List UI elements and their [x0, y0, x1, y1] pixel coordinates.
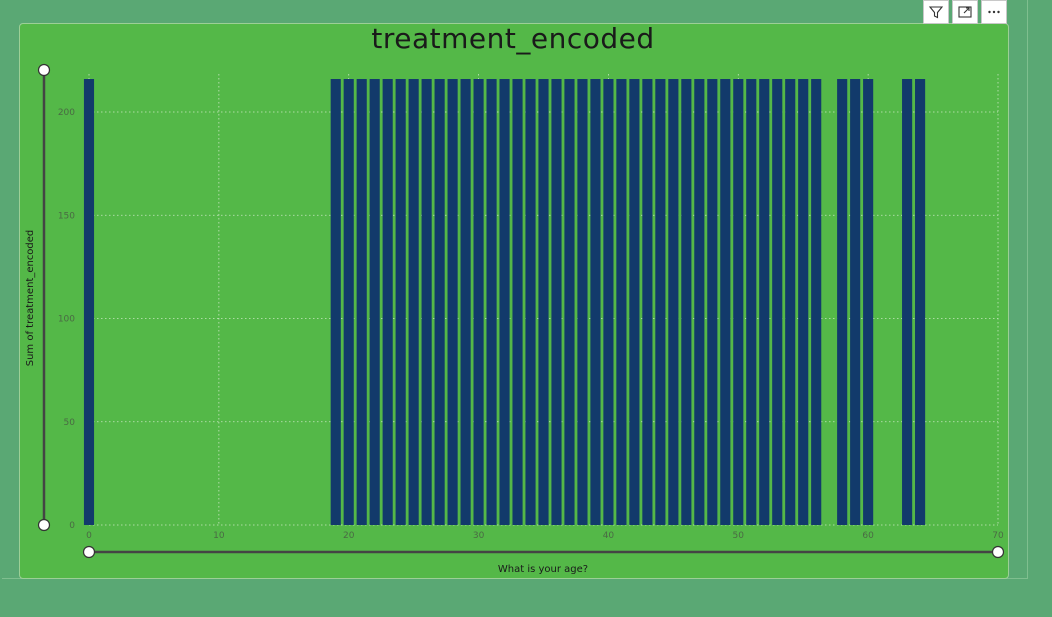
x-tick-label: 50 [733, 531, 745, 541]
bar[interactable] [603, 79, 614, 525]
bar[interactable] [837, 79, 848, 525]
x-tick-label: 30 [473, 531, 485, 541]
y-tick-label: 0 [69, 521, 75, 531]
y-tick-label: 100 [58, 315, 75, 325]
x-axis-ticks: 0 10 20 30 40 50 60 70 [86, 531, 1004, 541]
bar[interactable] [616, 79, 627, 525]
y-axis-zoom-handle-top[interactable] [37, 63, 51, 77]
bar[interactable] [902, 79, 913, 525]
bar[interactable] [525, 79, 536, 525]
x-axis-zoom-handle-right[interactable] [991, 545, 1005, 559]
y-axis-zoom-handle-bottom[interactable] [37, 518, 51, 532]
x-tick-label: 10 [213, 531, 225, 541]
bar[interactable] [668, 79, 679, 525]
bar[interactable] [720, 79, 731, 525]
bar[interactable] [681, 79, 692, 525]
bar[interactable] [811, 79, 822, 525]
x-tick-label: 70 [992, 531, 1004, 541]
x-axis-zoom-handle-left[interactable] [82, 545, 96, 559]
y-axis-ticks: 0 50 100 150 200 [58, 108, 75, 531]
bar[interactable] [798, 79, 809, 525]
bar[interactable] [863, 79, 874, 525]
axes [37, 63, 1005, 559]
bar[interactable] [707, 79, 718, 525]
bar[interactable] [850, 79, 861, 525]
bar[interactable] [915, 79, 926, 525]
bar[interactable] [83, 79, 95, 525]
bar[interactable] [577, 79, 588, 525]
visual-header [923, 0, 1007, 24]
y-tick-label: 50 [64, 418, 76, 428]
bar[interactable] [551, 79, 562, 525]
y-axis-title: Sum of treatment_encoded [25, 230, 36, 367]
bar[interactable] [486, 79, 497, 525]
bars [83, 79, 926, 525]
x-tick-label: 20 [343, 531, 355, 541]
bar[interactable] [499, 79, 510, 525]
more-options-button[interactable] [981, 0, 1007, 24]
bar[interactable] [330, 79, 341, 525]
bar[interactable] [538, 79, 549, 525]
filter-icon [928, 6, 944, 19]
y-tick-label: 200 [58, 108, 75, 118]
x-tick-label: 60 [862, 531, 874, 541]
bar[interactable] [772, 79, 783, 525]
bar[interactable] [655, 79, 666, 525]
bar[interactable] [785, 79, 796, 525]
bar[interactable] [629, 79, 640, 525]
bar[interactable] [395, 79, 406, 525]
bar[interactable] [590, 79, 601, 525]
more-options-icon [988, 10, 1000, 14]
bar[interactable] [382, 79, 393, 525]
bar[interactable] [733, 79, 744, 525]
y-tick-label: 150 [58, 211, 75, 221]
bar[interactable] [369, 79, 380, 525]
chart-title: treatment_encoded [371, 22, 655, 55]
bar[interactable] [343, 79, 354, 525]
bar[interactable] [356, 79, 367, 525]
bar[interactable] [759, 79, 770, 525]
filter-button[interactable] [923, 0, 949, 24]
bar[interactable] [694, 79, 705, 525]
bar[interactable] [564, 79, 575, 525]
bar[interactable] [447, 79, 458, 525]
bar[interactable] [434, 79, 445, 525]
x-axis-title: What is your age? [498, 564, 588, 575]
bar[interactable] [421, 79, 432, 525]
bar[interactable] [408, 79, 419, 525]
x-tick-label: 40 [603, 531, 615, 541]
x-tick-label: 0 [86, 531, 92, 541]
bar[interactable] [642, 79, 653, 525]
focus-mode-icon [958, 6, 972, 18]
bar[interactable] [746, 79, 757, 525]
focus-mode-button[interactable] [952, 0, 978, 24]
bar[interactable] [512, 79, 523, 525]
bar[interactable] [473, 79, 484, 525]
bar[interactable] [460, 79, 471, 525]
